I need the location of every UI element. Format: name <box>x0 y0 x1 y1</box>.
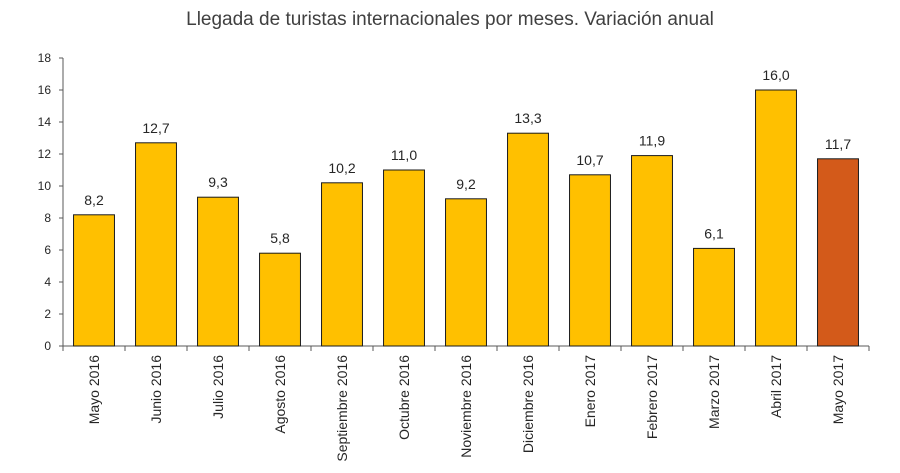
category-label: Febrero 2017 <box>644 355 660 439</box>
category-label: Enero 2017 <box>582 355 598 428</box>
category-label: Noviembre 2016 <box>458 355 474 458</box>
y-axis: 0 2 4 6 8 10 12 14 16 18 <box>38 51 64 353</box>
y-tick-label: 4 <box>44 275 51 289</box>
category-label: Mayo 2016 <box>86 355 102 424</box>
y-tick-label: 18 <box>38 51 52 65</box>
y-tick-label: 10 <box>38 179 52 193</box>
bar <box>693 247 735 347</box>
bar <box>569 174 611 347</box>
category-label: Abril 2017 <box>768 355 784 418</box>
data-label: 11,0 <box>391 147 417 163</box>
y-tick-label: 6 <box>44 243 51 257</box>
bar <box>817 158 859 347</box>
data-label: 9,2 <box>456 176 476 192</box>
y-tick-label: 2 <box>44 307 51 321</box>
category-label: Diciembre 2016 <box>520 355 536 453</box>
data-label: 16,0 <box>762 67 789 83</box>
category-label: Julio 2016 <box>210 355 226 419</box>
bar <box>631 155 673 347</box>
category-label: Mayo 2017 <box>830 355 846 424</box>
y-tick-label: 0 <box>44 339 51 353</box>
data-label: 11,9 <box>639 133 665 149</box>
category-label: Septiembre 2016 <box>334 355 350 462</box>
data-label: 9,3 <box>208 174 228 190</box>
chart-title: Llegada de turistas internacionales por … <box>186 9 714 30</box>
y-tick-label: 14 <box>38 115 52 129</box>
bar <box>321 182 363 347</box>
category-label: Marzo 2017 <box>706 355 722 429</box>
bar <box>445 198 487 347</box>
category-label: Agosto 2016 <box>272 355 288 434</box>
data-label: 8,2 <box>84 192 104 208</box>
bar <box>135 142 177 347</box>
data-label: 10,7 <box>576 152 603 168</box>
y-tick-label: 12 <box>38 147 52 161</box>
bar <box>197 196 239 347</box>
category-label: Octubre 2016 <box>396 355 412 440</box>
bar <box>73 214 115 347</box>
data-label: 13,3 <box>514 110 541 126</box>
category-labels: Mayo 2016 Junio 2016 Julio 2016 Agosto 2016… <box>86 355 846 462</box>
data-label: 12,7 <box>142 120 169 136</box>
y-tick-label: 16 <box>38 83 52 97</box>
bar <box>383 169 425 347</box>
data-label: 6,1 <box>704 225 724 241</box>
bar <box>507 132 549 347</box>
category-label: Junio 2016 <box>148 355 164 424</box>
data-labels: 8,2 12,7 9,3 5,8 10,2 11,0 9,2 13,3 10,7 11,9 6,1 1… <box>84 67 851 246</box>
bar <box>755 89 797 347</box>
data-label: 11,7 <box>825 136 851 152</box>
data-label: 5,8 <box>270 230 290 246</box>
x-axis <box>62 345 870 351</box>
bar <box>259 252 301 347</box>
data-label: 10,2 <box>328 160 355 176</box>
bars <box>73 89 859 347</box>
y-tick-label: 8 <box>44 211 51 225</box>
